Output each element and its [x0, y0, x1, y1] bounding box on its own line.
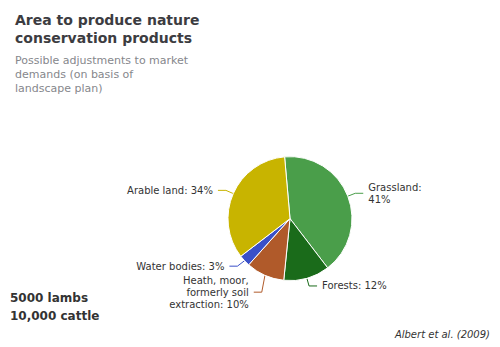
svg-text:Water bodies: 3%: Water bodies: 3%	[136, 261, 224, 272]
svg-text:41%: 41%	[368, 194, 390, 205]
svg-text:formerly soil: formerly soil	[186, 287, 248, 298]
svg-text:Albert et al. (2009): Albert et al. (2009)	[394, 329, 490, 340]
svg-text:10,000 cattle: 10,000 cattle	[10, 309, 99, 323]
svg-text:Arable land: 34%: Arable land: 34%	[127, 185, 213, 196]
svg-text:Grassland:: Grassland:	[368, 182, 421, 193]
svg-text:5000 lambs: 5000 lambs	[10, 291, 88, 305]
svg-text:conservation products: conservation products	[15, 30, 192, 46]
svg-text:Forests: 12%: Forests: 12%	[322, 280, 387, 291]
svg-text:demands (on basis of: demands (on basis of	[15, 68, 134, 81]
svg-text:Area to produce nature: Area to produce nature	[15, 12, 199, 28]
svg-text:landscape plan): landscape plan)	[15, 82, 103, 95]
svg-text:Possible adjustments to market: Possible adjustments to market	[15, 54, 189, 67]
svg-text:Heath, moor,: Heath, moor,	[183, 275, 249, 286]
svg-text:extraction: 10%: extraction: 10%	[169, 299, 248, 310]
